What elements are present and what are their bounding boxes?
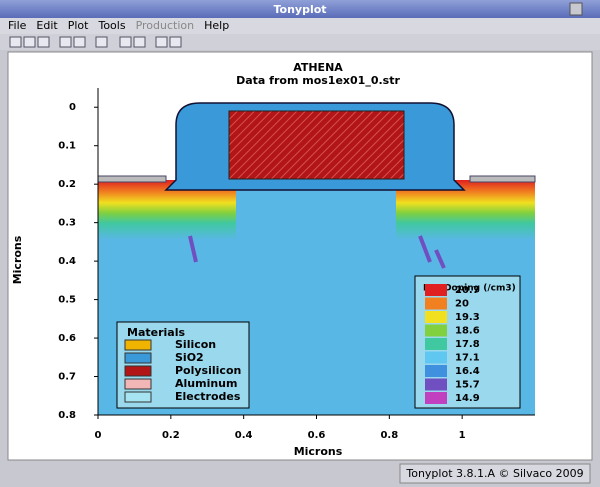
polysilicon-gate (228, 110, 405, 180)
tool-button[interactable] (155, 36, 168, 48)
y-tick-label: 0.5 (58, 295, 76, 306)
y-tick-label: 0.2 (58, 179, 76, 190)
tool-button[interactable] (133, 36, 146, 48)
legend-label: Aluminum (175, 377, 237, 390)
junction (188, 235, 446, 269)
menu-item[interactable]: File (8, 19, 27, 32)
tool-button[interactable] (73, 36, 86, 48)
y-tick-label: 0.1 (58, 141, 76, 152)
colorbar-label: 15.7 (455, 380, 480, 391)
left-pad (97, 175, 167, 183)
colorbar-label: 20.7 (455, 285, 480, 296)
y-tick-label: 0.3 (58, 218, 76, 229)
colorbar-swatch (425, 284, 447, 296)
x-axis-label: Microns (294, 445, 343, 458)
menu-item[interactable]: Tools (97, 19, 125, 32)
y-tick-label: 0.8 (58, 410, 76, 421)
y-axis-label: Microns (11, 235, 24, 284)
colorbar-swatch (425, 338, 447, 350)
menu-item[interactable]: Production (136, 19, 195, 32)
legend-swatch (124, 352, 152, 364)
tool-button[interactable] (59, 36, 72, 48)
x-tick-label: 0 (95, 430, 102, 441)
legend-title: Materials (127, 326, 185, 339)
colorbar-swatch (425, 297, 447, 310)
colorbar-label: 17.1 (455, 353, 480, 364)
tool-button[interactable] (95, 36, 108, 48)
colorbar-swatch (425, 378, 447, 391)
title-bar (0, 0, 600, 18)
menu-item[interactable]: Help (204, 19, 229, 32)
colorbar-label: 17.8 (455, 339, 480, 350)
legend-swatch (124, 378, 152, 390)
close-button[interactable] (569, 2, 583, 16)
colorbar-swatch (425, 324, 447, 337)
x-tick-label: 1 (459, 430, 466, 441)
window-title: Tonyplot (273, 3, 326, 16)
tool-button[interactable] (9, 36, 22, 48)
colorbar-swatch (425, 311, 447, 323)
x-tick-label: 0.6 (308, 430, 326, 441)
x-tick-label: 0.4 (235, 430, 253, 441)
colorbar-label: 18.6 (455, 326, 480, 337)
colorbar-label: 20 (455, 299, 469, 310)
menu-item[interactable]: Edit (36, 19, 58, 32)
legend-label: SiO2 (175, 351, 204, 364)
tool-button[interactable] (119, 36, 132, 48)
x-tick-label: 0.2 (162, 430, 180, 441)
colorbar-label: 14.9 (455, 393, 480, 404)
legend-label: Electrodes (175, 390, 241, 403)
status-text: Tonyplot 3.8.1.A © Silvaco 2009 (405, 467, 583, 480)
toolbar (0, 34, 600, 50)
legend-swatch (124, 391, 152, 403)
y-tick-label: 0.6 (58, 333, 76, 344)
legend-title: Net Doping (/cm3) (423, 284, 516, 294)
tool-button[interactable] (23, 36, 36, 48)
menu-bar (0, 18, 600, 34)
colorbar-swatch (425, 365, 447, 377)
menu-item[interactable]: Plot (68, 19, 89, 32)
chart-title: ATHENA (293, 61, 343, 74)
x-tick-label: 0.8 (380, 430, 398, 441)
colorbar-label: 16.4 (455, 366, 480, 377)
y-tick-label: 0.7 (58, 372, 76, 383)
colorbar-swatch (425, 392, 447, 404)
y-tick-label: 0.4 (58, 256, 76, 267)
right-pad (469, 175, 536, 183)
tool-button[interactable] (37, 36, 50, 48)
chart-subtitle: Data from mos1ex01_0.str (236, 74, 400, 87)
tool-button[interactable] (169, 36, 182, 48)
status-bar (399, 463, 591, 484)
colorbar-label: 19.3 (455, 312, 480, 323)
legend-swatch (124, 339, 152, 351)
legend-label: Polysilicon (175, 364, 241, 377)
y-tick-label: 0 (69, 102, 76, 113)
channel (236, 182, 396, 240)
legend-swatch (124, 365, 152, 377)
colorbar-swatch (425, 351, 447, 364)
legend-label: Silicon (175, 338, 216, 351)
